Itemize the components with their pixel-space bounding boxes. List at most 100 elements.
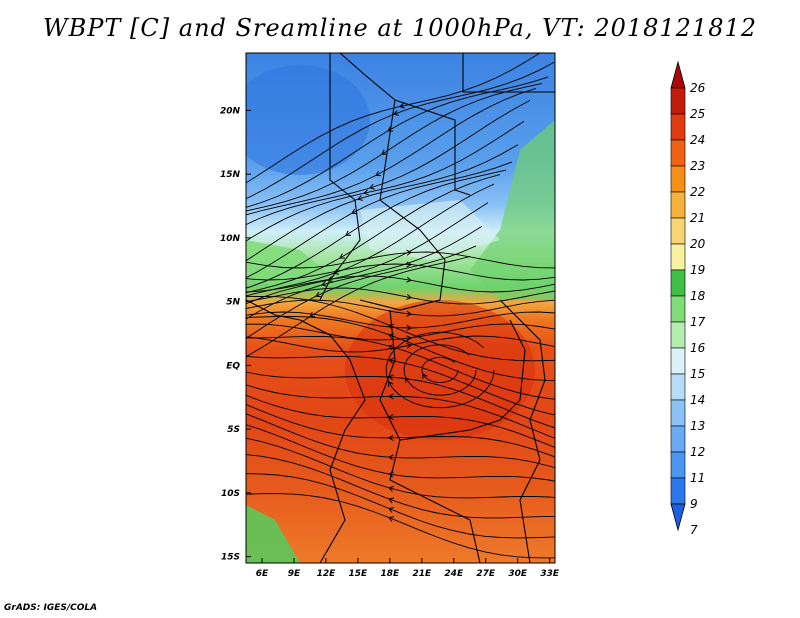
transition-region (360, 200, 500, 260)
map-title: WBPT [C] and Sreamline at 1000hPa, VT: 2… (42, 14, 758, 42)
streamline-arrow (333, 269, 339, 275)
colorbar-segment (670, 87, 686, 115)
colorbar-label: 9 (690, 497, 698, 511)
streamline-arrow (406, 310, 412, 317)
plot-frame (245, 52, 556, 564)
streamline-arrow (406, 276, 412, 283)
colorbar-label: 19 (690, 263, 705, 277)
longitude-axis: 6E 9E 12E 15E 18E 21E 24E 27E 30E 33E (256, 558, 560, 579)
colorbar-segment (670, 243, 686, 271)
streamline-arrow (388, 434, 394, 441)
colorbar-label: 20 (690, 237, 706, 251)
cool-core-region (246, 65, 370, 175)
boundary-line (462, 53, 555, 93)
boundary-line (499, 299, 546, 563)
colorbar-label: 21 (690, 211, 705, 225)
colorbar-label: 25 (690, 107, 705, 121)
colorbar-segment (670, 139, 686, 167)
lon-tick-label: 9E (288, 569, 301, 579)
colorbar: 26 25 24 23 22 21 20 19 18 17 16 15 14 13 12 11 9 7 (670, 60, 706, 537)
colorbar-segment (670, 269, 686, 297)
streamlines (246, 53, 555, 559)
streamline-arrow (339, 253, 346, 259)
lat-tick-label: 5N (226, 298, 240, 308)
colorbar-label: 16 (690, 341, 706, 355)
streamline-arrow (406, 294, 412, 300)
lon-tick-label: 33E (540, 569, 560, 579)
colorbar-label: 13 (690, 419, 705, 433)
streamline-arrow (388, 344, 395, 351)
streamline-arrow (405, 376, 411, 383)
streamline-arrow (393, 110, 399, 116)
streamline-arrow (388, 323, 394, 330)
colorbar-label: 14 (690, 393, 705, 407)
streamline-arrow (315, 291, 322, 298)
streamline-arrow (388, 485, 394, 492)
boundary-line (299, 319, 366, 563)
colorbar-label: 7 (690, 523, 698, 537)
streamline-arrow (387, 126, 394, 132)
lat-tick-label: 15S (221, 553, 240, 563)
colorbar-top-arrow (670, 60, 686, 89)
colorbar-segment (670, 217, 686, 245)
lon-tick-label: 30E (508, 569, 528, 579)
colorbar-label: 12 (690, 445, 705, 459)
streamline-arrow (406, 342, 412, 349)
colorbar-segment (670, 451, 686, 479)
boundary-line (319, 53, 361, 301)
streamline-arrow (388, 497, 394, 504)
latitude-axis: 20N 15N 10N 5N EQ 5S 10S 15S (220, 106, 251, 563)
lon-tick-label: 27E (476, 569, 496, 579)
lon-tick-label: 6E (256, 569, 269, 579)
streamline-arrow (406, 249, 412, 256)
lat-tick-label: EQ (226, 361, 240, 371)
green-sw-region (246, 505, 300, 563)
green-band-east (470, 120, 555, 300)
streamline-arrow (422, 373, 428, 379)
streamline-arrow (406, 261, 412, 268)
lat-tick-label: 20N (220, 106, 241, 116)
colorbar-label: 15 (690, 367, 705, 381)
streamline-arrow (388, 516, 394, 522)
colorbar-segment (670, 477, 686, 505)
colorbar-label: 23 (690, 159, 705, 173)
colorbar-label: 24 (690, 133, 705, 147)
colorbar-label: 11 (690, 471, 705, 485)
streamline-arrow (399, 102, 405, 109)
streamline-arrow (388, 393, 394, 400)
streamline-arrow (388, 454, 394, 461)
lon-tick-label: 21E (412, 569, 432, 579)
country-boundaries (246, 53, 555, 563)
streamline-arrow (321, 280, 327, 287)
lon-tick-label: 18E (381, 569, 401, 579)
colorbar-label: 26 (690, 81, 706, 95)
streamline-arrow (345, 230, 352, 236)
streamline-arrow (375, 170, 382, 177)
colorbar-segment (670, 113, 686, 141)
boundary-line (339, 53, 471, 196)
streamline-arrow (363, 189, 369, 196)
colorbar-label: 18 (690, 289, 706, 303)
boundary-line (359, 99, 446, 311)
colorbar-segment (670, 399, 686, 427)
lon-tick-label: 24E (444, 569, 464, 579)
credit-text: GrADS: IGES/COLA (4, 603, 98, 613)
colorbar-segment (670, 347, 686, 375)
lat-tick-label: 5S (227, 425, 240, 435)
boundary-line (379, 309, 526, 441)
streamline-arrow (369, 183, 376, 190)
plot-area (246, 53, 555, 563)
streamline-arrow (388, 357, 394, 364)
streamline-arrow (388, 380, 394, 387)
lat-tick-label: 10S (221, 489, 240, 499)
colorbar-segment (670, 165, 686, 193)
colorbar-segment (670, 373, 686, 401)
boundary-line (246, 299, 301, 321)
boundary-line (389, 439, 481, 563)
streamline-arrow (406, 324, 412, 331)
lat-tick-label: 15N (220, 170, 241, 180)
colorbar-label: 22 (690, 185, 705, 199)
colorbar-segment (670, 295, 686, 323)
colorbar-bottom-arrow (670, 503, 686, 532)
